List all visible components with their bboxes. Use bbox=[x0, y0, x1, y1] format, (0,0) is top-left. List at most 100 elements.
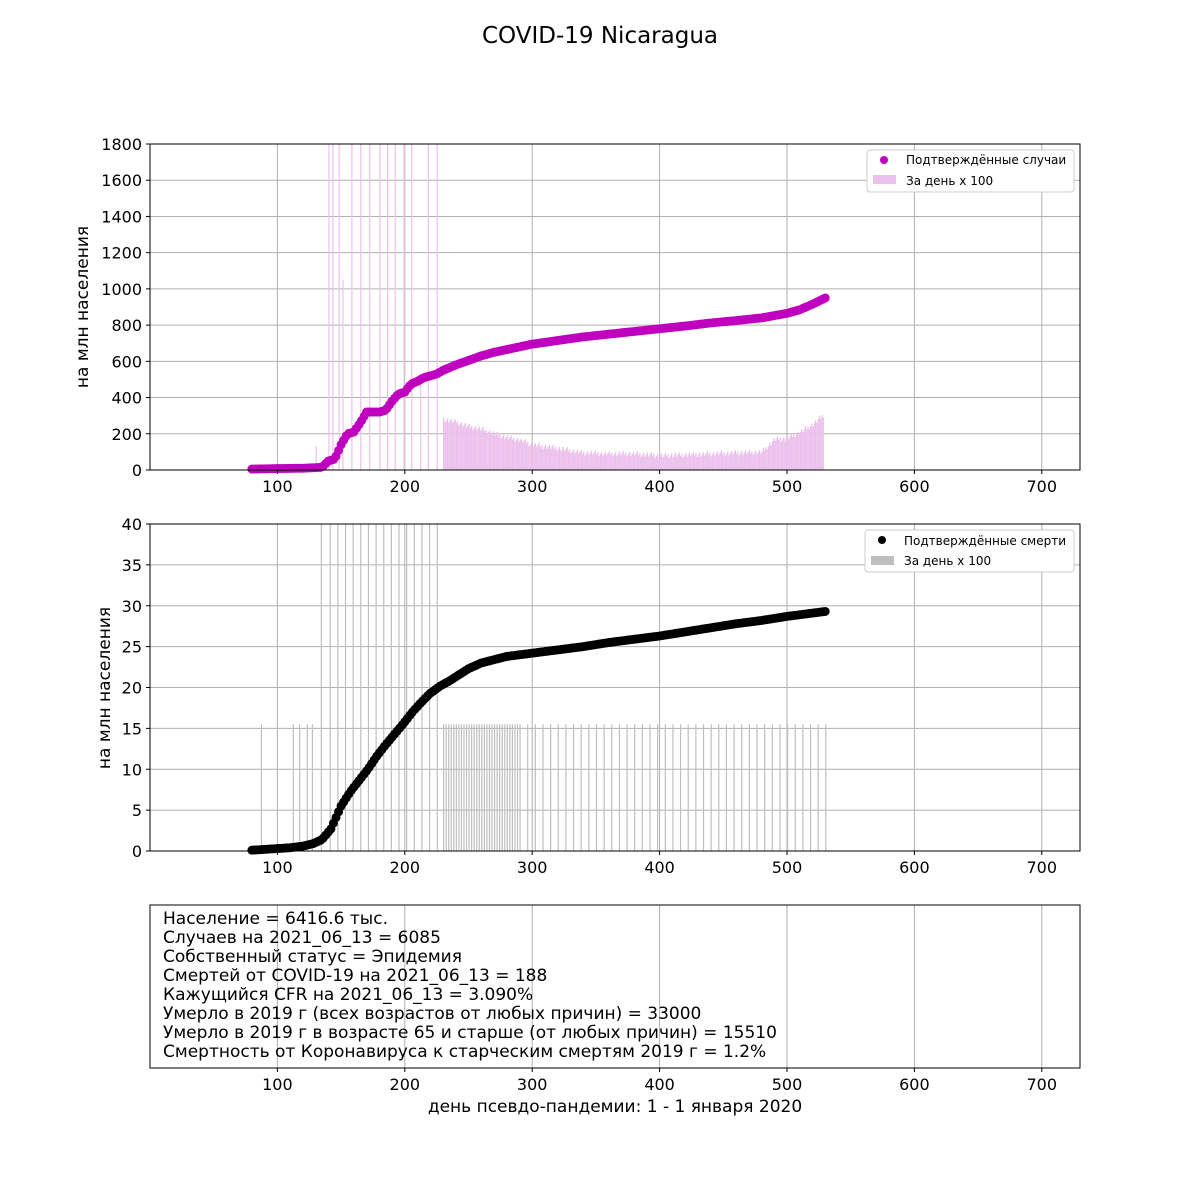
cases-daily-bar bbox=[765, 446, 767, 470]
cases-daily-bar bbox=[725, 453, 728, 470]
cases-daily-bar bbox=[688, 452, 691, 470]
cases-daily-bar bbox=[510, 435, 512, 470]
cases-daily-bars bbox=[315, 144, 824, 470]
cases-daily-bar bbox=[539, 446, 542, 470]
deaths-daily-bar bbox=[786, 724, 789, 851]
cases-daily-bar bbox=[806, 429, 808, 470]
deaths-daily-bars bbox=[260, 524, 827, 851]
cases-daily-bar bbox=[600, 451, 603, 470]
cases-daily-bar bbox=[818, 415, 821, 470]
info-axes-frame bbox=[149, 904, 1081, 1069]
cases-legend-box bbox=[866, 149, 1075, 193]
x-tick-label: 600 bbox=[899, 1075, 930, 1094]
deaths-daily-bar bbox=[468, 724, 470, 851]
cases-daily-bar bbox=[497, 435, 500, 470]
deaths-daily-spike bbox=[337, 524, 339, 851]
deaths-daily-spike bbox=[429, 524, 431, 851]
cases-daily-bar bbox=[444, 422, 446, 470]
cases-daily-bar bbox=[617, 453, 619, 470]
deaths-daily-bar bbox=[580, 724, 582, 851]
deaths-daily-spike bbox=[311, 724, 313, 851]
x-tick-label: 300 bbox=[517, 1075, 548, 1094]
deaths-daily-spike bbox=[360, 524, 362, 851]
cases-ylabel: на млн населения bbox=[73, 226, 93, 388]
cases-daily-bar bbox=[750, 453, 752, 470]
cases-daily-bar bbox=[537, 444, 539, 470]
cases-daily-bar bbox=[807, 426, 809, 470]
cases-daily-bar bbox=[645, 454, 647, 470]
cases-daily-bar bbox=[446, 418, 449, 470]
cases-daily-spike bbox=[342, 279, 344, 470]
cases-daily-bar bbox=[468, 423, 470, 470]
deaths-daily-bar bbox=[657, 724, 659, 851]
deaths-daily-bar bbox=[725, 724, 728, 851]
cases-daily-bar bbox=[543, 446, 545, 470]
cases-daily-bar bbox=[651, 456, 654, 470]
cases-daily-spike bbox=[427, 144, 429, 470]
cases-daily-bar bbox=[722, 454, 724, 470]
deaths-daily-bar bbox=[478, 724, 480, 851]
cases-daily-bar bbox=[714, 455, 716, 470]
y-tick-label: 200 bbox=[111, 425, 142, 444]
deaths-daily-bar bbox=[504, 724, 506, 851]
deaths-daily-bar bbox=[448, 724, 450, 851]
cases-daily-bar bbox=[746, 454, 748, 470]
cases-daily-bar bbox=[813, 423, 816, 470]
cases-daily-bar bbox=[561, 448, 563, 470]
deaths-daily-bar bbox=[509, 724, 511, 851]
cases-daily-bar bbox=[649, 454, 651, 470]
cases-daily-bar bbox=[737, 451, 739, 470]
cases-daily-bar bbox=[730, 450, 733, 470]
cases-daily-bar bbox=[603, 453, 605, 470]
cases-daily-bar bbox=[643, 452, 645, 470]
cases-daily-bar bbox=[527, 441, 529, 470]
x-tick-label: 400 bbox=[644, 477, 675, 496]
cases-daily-bar bbox=[639, 452, 641, 470]
cases-daily-bar bbox=[593, 452, 595, 470]
deaths-daily-bar bbox=[588, 724, 590, 851]
cases-daily-bar bbox=[686, 456, 688, 470]
cases-daily-bar bbox=[553, 448, 556, 470]
cases-daily-bar bbox=[579, 451, 581, 470]
cases-daily-bar bbox=[467, 425, 469, 470]
cases-daily-bar bbox=[700, 456, 702, 470]
deaths-daily-bar bbox=[702, 724, 705, 851]
cases-daily-bar bbox=[671, 453, 673, 470]
y-tick-label: 1600 bbox=[101, 171, 142, 190]
deaths-daily-bar bbox=[534, 724, 536, 851]
cases-daily-bar bbox=[491, 432, 493, 470]
cases-daily-bar bbox=[803, 429, 805, 470]
cases-daily-bar bbox=[459, 423, 461, 470]
cases-grid bbox=[150, 143, 1080, 471]
cases-daily-bar bbox=[566, 447, 568, 470]
x-tick-label: 600 bbox=[899, 477, 930, 496]
cases-daily-bar bbox=[465, 427, 468, 470]
cases-daily-bar bbox=[505, 437, 507, 470]
cases-daily-bar bbox=[751, 451, 753, 470]
cases-legend-patch bbox=[873, 175, 896, 184]
cases-daily-bar bbox=[635, 453, 637, 470]
cases-daily-spike bbox=[332, 144, 334, 470]
x-tick-label: 100 bbox=[262, 1075, 293, 1094]
deaths-daily-spike bbox=[260, 724, 263, 851]
deaths-daily-bar bbox=[458, 724, 460, 851]
cases-daily-bar bbox=[541, 444, 543, 470]
cases-daily-bar bbox=[604, 451, 607, 470]
cases-daily-bar bbox=[797, 431, 799, 470]
cases-daily-bar bbox=[469, 427, 472, 470]
x-tick-label: 700 bbox=[1027, 858, 1058, 877]
cases-daily-bar bbox=[758, 449, 761, 470]
cases-daily-bar bbox=[569, 449, 571, 470]
x-tick-label: 700 bbox=[1027, 1075, 1058, 1094]
cases-daily-spike bbox=[436, 144, 438, 470]
deaths-daily-bar bbox=[491, 724, 493, 851]
cases-daily-bar bbox=[571, 451, 573, 470]
deaths-daily-bar bbox=[542, 724, 544, 851]
deaths-daily-bar bbox=[764, 724, 766, 851]
cases-daily-bar bbox=[570, 453, 572, 470]
cases-daily-bar bbox=[520, 438, 522, 470]
cases-daily-bar bbox=[522, 442, 524, 470]
cases-daily-bar bbox=[674, 452, 677, 470]
cases-daily-bar bbox=[473, 428, 475, 470]
cases-daily-spike bbox=[315, 446, 317, 470]
